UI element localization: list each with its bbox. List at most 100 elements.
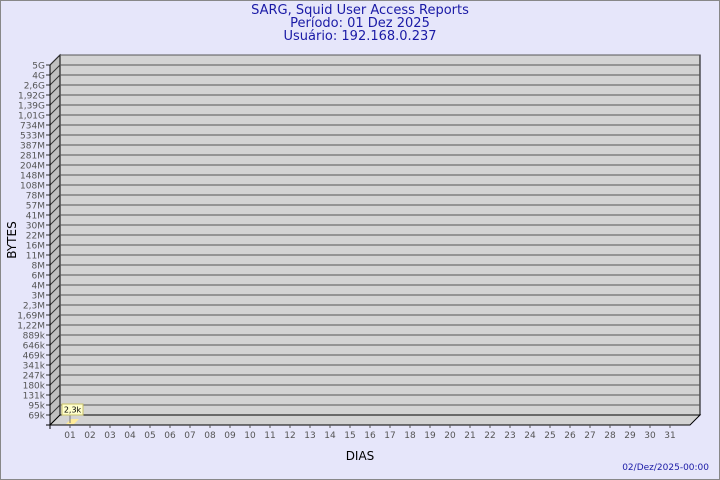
gridline-side <box>49 214 61 226</box>
gridline-side <box>49 134 61 146</box>
y-tick-label: 1,22M <box>17 322 45 332</box>
gridline-side <box>49 344 61 356</box>
gridline-side <box>49 234 61 246</box>
y-tick-label: 16M <box>26 242 45 252</box>
chart-title: SARG, Squid User Access Reports <box>251 3 469 18</box>
gridline-side <box>49 334 61 346</box>
floor <box>48 414 702 426</box>
y-tick-label: 131k <box>23 392 46 402</box>
y-tick-label: 204M <box>20 162 45 172</box>
gridline-side <box>49 254 61 266</box>
gridline-side <box>49 64 61 76</box>
x-tick-label: 09 <box>224 431 236 441</box>
gridline-side <box>49 184 61 196</box>
x-tick-label: 30 <box>644 431 656 441</box>
gridline-side <box>49 264 61 276</box>
y-tick-label: 341k <box>23 362 46 372</box>
gridline-side <box>49 284 61 296</box>
y-tick-label: 4M <box>32 282 46 292</box>
gridline-side <box>49 304 61 316</box>
x-tick-label: 22 <box>484 431 495 441</box>
y-tick-label: 387M <box>20 142 45 152</box>
x-tick-label: 25 <box>544 431 555 441</box>
gridline-side <box>49 194 61 206</box>
y-tick-label: 533M <box>20 132 45 142</box>
y-tick-label: 3M <box>32 292 46 302</box>
x-tick-label: 15 <box>344 431 355 441</box>
x-tick-label: 29 <box>624 431 636 441</box>
bar <box>66 419 79 424</box>
gridline-side <box>49 84 61 96</box>
x-tick-label: 28 <box>604 431 616 441</box>
y-tick-label: 1,39G <box>18 102 45 112</box>
gridline-side <box>49 364 61 376</box>
x-tick-label: 26 <box>564 431 576 441</box>
y-tick-label: 8M <box>32 262 46 272</box>
gridline-side <box>49 154 61 166</box>
x-tick-label: 07 <box>184 431 195 441</box>
gridline-side <box>49 244 61 256</box>
y-tick-label: 78M <box>26 192 45 202</box>
y-tick-label: 469k <box>23 352 46 362</box>
x-axis-label: DIAS <box>346 449 375 463</box>
footer-timestamp: 02/Dez/2025-00:00 <box>622 463 709 473</box>
x-tick-label: 31 <box>664 431 675 441</box>
y-tick-label: 148M <box>20 172 45 182</box>
y-tick-label: 646k <box>23 342 46 352</box>
gridline-side <box>49 314 61 326</box>
gridline-side <box>49 104 61 116</box>
x-tick-label: 06 <box>164 431 176 441</box>
x-tick-label: 11 <box>264 431 275 441</box>
x-tick-label: 03 <box>104 431 115 441</box>
y-tick-label: 4G <box>32 72 45 82</box>
chart-period: Período: 01 Dez 2025 <box>290 16 430 31</box>
y-tick-label: 108M <box>20 182 45 192</box>
x-tick-label: 04 <box>124 431 136 441</box>
y-tick-label: 6M <box>32 272 46 282</box>
gridline-side <box>49 294 61 306</box>
y-tick-label: 41M <box>26 212 45 222</box>
x-tick-label: 10 <box>244 431 256 441</box>
gridline-side <box>49 204 61 216</box>
y-tick-label: 1,92G <box>18 92 45 102</box>
y-tick-label: 22M <box>26 232 45 242</box>
gridline-side <box>49 54 61 66</box>
y-axis-label: BYTES <box>5 221 19 258</box>
y-tick-label: 57M <box>26 202 45 212</box>
bar-label-box <box>61 403 84 416</box>
gridline-side <box>49 114 61 126</box>
y-tick-label: 2,6G <box>24 82 45 92</box>
gridline-side <box>49 224 61 236</box>
x-tick-label: 24 <box>524 431 536 441</box>
y-tick-label: 281M <box>20 152 45 162</box>
bar-label: 2,3k <box>64 406 82 415</box>
y-tick-label: 180k <box>23 382 46 392</box>
x-tick-label: 14 <box>324 431 336 441</box>
gridline-side <box>49 354 61 366</box>
gridline-side <box>49 374 61 386</box>
x-tick-label: 02 <box>84 431 95 441</box>
y-tick-label: 1,01G <box>18 112 45 122</box>
y-tick-label: 69k <box>28 412 45 422</box>
chart-user: Usuário: 192.168.0.237 <box>283 29 437 44</box>
y-tick-label: 30M <box>26 222 45 232</box>
gridline-side <box>49 324 61 336</box>
gridline-side <box>49 274 61 286</box>
gridline-side <box>49 174 61 186</box>
x-tick-label: 17 <box>384 431 395 441</box>
x-tick-label: 19 <box>424 431 436 441</box>
y-tick-label: 11M <box>26 252 45 262</box>
gridline-side <box>49 164 61 176</box>
gridline-side <box>49 144 61 156</box>
x-tick-label: 20 <box>444 431 456 441</box>
gridline-side <box>49 404 61 416</box>
x-tick-label: 05 <box>144 431 155 441</box>
x-tick-label: 08 <box>204 431 216 441</box>
y-tick-label: 734M <box>20 122 45 132</box>
gridline-side <box>49 394 61 406</box>
gridline-side <box>49 384 61 396</box>
x-tick-label: 23 <box>504 431 515 441</box>
y-tick-label: 889k <box>23 332 46 342</box>
gridline-side <box>49 74 61 86</box>
